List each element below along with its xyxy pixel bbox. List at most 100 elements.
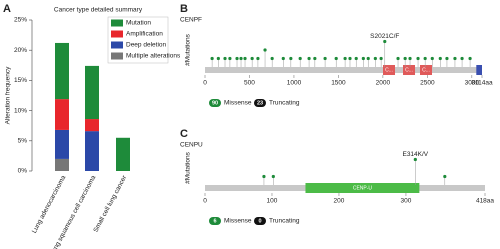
lollipop-head <box>235 56 239 61</box>
panel: B CENPF #Mutations C... C... C... 0 500 1000 1500… <box>180 3 493 107</box>
bar-segment <box>85 131 99 171</box>
y-tick-label: 10% <box>14 107 27 114</box>
lollipop-head <box>408 56 412 61</box>
x-tick-label: 3114aa <box>471 80 493 87</box>
legend-swatch <box>111 30 123 38</box>
legend-badge <box>209 217 221 225</box>
lollipop-head <box>379 56 383 61</box>
lollipop-head <box>223 56 227 61</box>
domain-label: C... <box>385 67 393 73</box>
lollipop-head <box>361 56 365 61</box>
lollipop-head <box>438 56 442 61</box>
x-tick-label: 2500 <box>420 80 435 87</box>
x-tick-label: 300 <box>401 198 412 205</box>
bar-segment <box>55 129 69 159</box>
legend-label: Mutation <box>126 20 151 27</box>
panel-letter: A <box>3 3 11 15</box>
lollipop-head <box>445 56 449 61</box>
legend-swatch <box>111 52 123 60</box>
domain <box>403 65 416 75</box>
y-tick-label: 5% <box>18 138 28 145</box>
legend-label: Truncating <box>269 218 300 225</box>
y-tick-label: 15% <box>14 77 27 84</box>
lollipop-head <box>271 174 275 179</box>
domain <box>305 183 420 193</box>
domain-label: CENP-U <box>353 185 373 191</box>
domain-label: C... <box>422 67 430 73</box>
lollipop-head <box>210 56 214 61</box>
protein-backbone <box>205 67 482 73</box>
lollipop-head <box>403 56 407 61</box>
legend-label: Truncating <box>269 100 300 107</box>
lollipop-head <box>256 56 260 61</box>
y-tick-label: 0% <box>18 168 28 175</box>
lollipop-head <box>413 157 417 162</box>
domain <box>419 65 433 75</box>
lollipop-head <box>416 56 420 61</box>
legend-badge <box>209 99 221 107</box>
legend-count: 23 <box>257 100 263 106</box>
x-tick-label: 1000 <box>287 80 302 87</box>
bar-segment <box>55 158 69 171</box>
gene-name: CENPU <box>180 142 203 149</box>
panel: C CENPU #Mutations CENP-U 0 100 200 300 418aa E31… <box>180 128 494 225</box>
lollipop-head <box>423 56 427 61</box>
lollipop-head <box>343 56 347 61</box>
lollipop-head <box>348 56 352 61</box>
y-tick-label: 25% <box>14 17 27 24</box>
bar-segment <box>85 65 99 120</box>
lollipop-head <box>263 48 267 52</box>
lollipop-head <box>243 56 247 61</box>
panel-letter: C <box>180 128 188 140</box>
mutation-annotation: E314K/V <box>402 151 428 158</box>
lollipop-head <box>216 56 220 61</box>
x-tick-label: 0 <box>203 80 207 87</box>
y-axis-label: #Mutations <box>185 151 192 184</box>
lollipop-head <box>307 56 311 61</box>
lollipop-head <box>262 174 266 179</box>
lollipop-head <box>383 39 387 44</box>
legend-count: 90 <box>212 100 218 106</box>
domain <box>476 65 482 75</box>
bar-segment <box>116 137 130 171</box>
lollipop-head <box>250 56 254 61</box>
chart-title: Cancer type detailed summary <box>54 7 143 14</box>
y-axis-label: Alteration frequency <box>5 66 12 125</box>
x-tick-label: 100 <box>267 198 278 205</box>
domain <box>382 65 396 75</box>
lollipop-head <box>443 174 447 179</box>
x-tick-label: 500 <box>244 80 255 87</box>
legend-label: Missense <box>224 100 252 107</box>
legend-badge <box>254 99 266 107</box>
x-tick-label: 1500 <box>331 80 346 87</box>
x-tick-label: 200 <box>334 198 345 205</box>
x-tick-label: 0 <box>203 198 207 205</box>
x-tick-label: 2000 <box>376 80 391 87</box>
x-tick-label: Lung adenocarcinoma <box>31 174 68 234</box>
lollipop-head <box>453 56 457 61</box>
lollipop-head <box>468 56 472 61</box>
lollipop-head <box>281 56 285 61</box>
lollipop-head <box>323 56 327 61</box>
gene-name: CENPF <box>180 17 202 24</box>
y-axis-label: #Mutations <box>185 33 192 66</box>
domain-label: C... <box>405 67 413 73</box>
lollipop-head <box>228 56 232 61</box>
legend-label: Missense <box>224 218 252 225</box>
legend-badge <box>254 217 266 225</box>
lollipop-head <box>313 56 317 61</box>
lollipop-head <box>430 56 434 61</box>
legend-count: 0 <box>258 218 261 224</box>
bar-segment <box>55 99 69 130</box>
lollipop-head <box>396 56 400 61</box>
legend-label: Amplification <box>126 31 163 38</box>
lollipop-head <box>366 56 370 61</box>
x-tick-label: 418aa <box>476 198 494 205</box>
legend-label: Deep deletion <box>126 42 166 49</box>
bar-segment <box>55 42 69 100</box>
mutation-annotation: S2021C/F <box>370 33 399 40</box>
bar-segment <box>85 119 99 132</box>
lollipop-head <box>460 56 464 61</box>
lollipop-head <box>289 56 293 61</box>
